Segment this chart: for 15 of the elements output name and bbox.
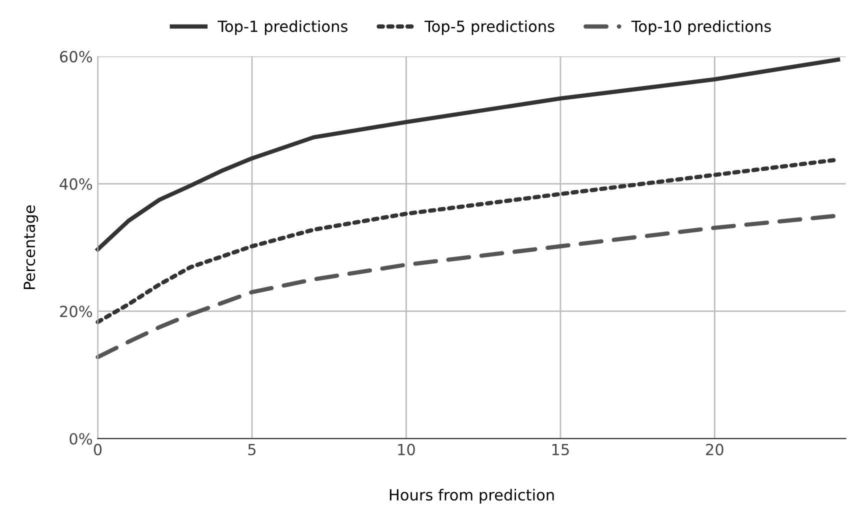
x-axis-title: Hours from prediction	[390, 488, 554, 504]
x-tick-label: 15	[552, 444, 569, 456]
y-tick-label: 60%	[60, 50, 92, 62]
legend-label: Top-1 predictions	[218, 20, 348, 36]
legend-label: Top-10 predictions	[631, 20, 771, 36]
x-tick-label: 5	[248, 444, 256, 456]
x-tick-label: 20	[706, 444, 724, 456]
legend-label: Top-5 predictions	[424, 20, 554, 36]
y-tick-label: 0%	[70, 433, 92, 445]
line-series	[96, 58, 840, 252]
x-tick-label: 10	[398, 444, 415, 456]
y-axis-title: Percentage	[24, 205, 38, 289]
x-tick-label: 0	[94, 444, 102, 456]
y-tick-label: 20%	[60, 306, 92, 318]
y-tick-label: 40%	[60, 178, 92, 190]
